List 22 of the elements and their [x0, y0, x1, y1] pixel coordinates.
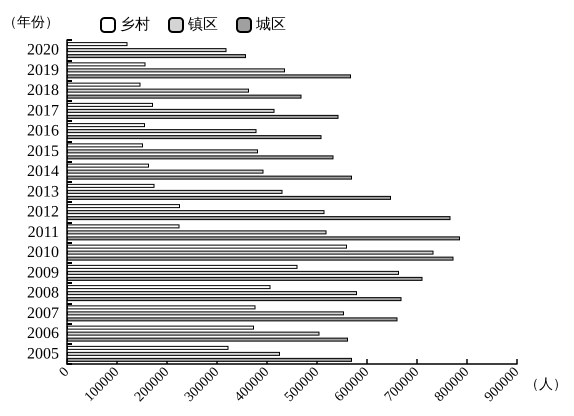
y-tick-label: 2006: [27, 325, 59, 342]
legend-label: 城区: [255, 16, 286, 33]
y-tick-label: 2020: [27, 42, 59, 59]
legend-label: 镇区: [187, 16, 218, 33]
y-tick-label: 2017: [27, 102, 59, 120]
y-tick-label: 2007: [27, 304, 59, 322]
legend-label: 乡村: [120, 16, 150, 33]
y-tick-label: 2018: [27, 82, 59, 100]
x-tick-label: 0: [56, 364, 72, 380]
y-tick-label: 2009: [27, 264, 59, 282]
y-tick-label: 2005: [27, 345, 59, 362]
y-tick-label: 2008: [27, 284, 59, 302]
x-axis-title: （人）: [525, 376, 567, 392]
y-tick-label: 2012: [27, 204, 59, 221]
y-tick-label: 2013: [27, 183, 59, 200]
y-tick-label: 2011: [28, 224, 59, 241]
y-tick-label: 2010: [27, 244, 59, 262]
y-tick-label: 2019: [27, 62, 59, 79]
y-tick-label: 2014: [27, 163, 59, 180]
y-axis-title: （年份）: [3, 14, 59, 30]
y-tick-label: 2015: [27, 142, 59, 160]
y-tick-label: 2016: [27, 122, 59, 140]
